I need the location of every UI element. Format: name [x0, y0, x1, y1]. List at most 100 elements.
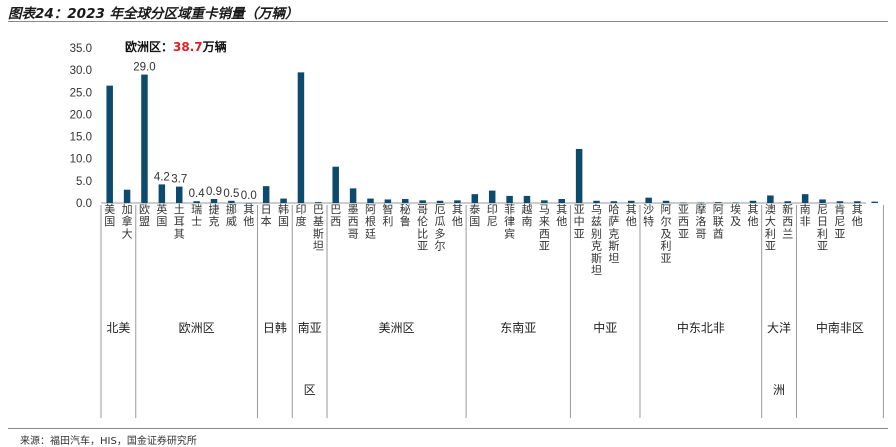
- category-label: 其他: [243, 203, 254, 228]
- data-label: 0.9: [206, 186, 222, 198]
- bar: [854, 201, 861, 203]
- category-label: 越南: [521, 202, 532, 228]
- category-label: 印尼: [487, 203, 498, 228]
- data-label: 0.0: [241, 190, 257, 202]
- bar: [836, 201, 844, 203]
- bar: [628, 200, 635, 203]
- category-label: 其他: [626, 203, 637, 228]
- category-label: 埃及: [730, 202, 741, 228]
- category-label: 墨西哥: [348, 203, 359, 240]
- bar: [175, 186, 183, 203]
- y-tick-label: 30.0: [70, 65, 92, 77]
- bar: [593, 200, 600, 203]
- bar: [349, 188, 357, 203]
- bar: [749, 200, 757, 203]
- bar: [523, 195, 531, 203]
- bar: [610, 201, 618, 203]
- bar-chart: 0.0 5.0 10.0 15.0 20.0 25.0 30.0 35.0 29.0 4.2 3.7…: [70, 39, 884, 418]
- region-label: 中南非区: [816, 320, 864, 335]
- region-label: 南亚区: [298, 320, 322, 397]
- category-label: 南非: [800, 203, 811, 228]
- bar: [819, 199, 826, 203]
- bar: [262, 186, 270, 203]
- category-label: 巴西: [330, 203, 341, 228]
- category-label: 新西兰: [782, 202, 793, 240]
- category-label: 亚西亚: [678, 203, 689, 240]
- bar: [384, 199, 392, 203]
- bar: [801, 194, 809, 203]
- y-tick-label: 0.0: [76, 198, 92, 210]
- data-label: 4.2: [154, 171, 170, 183]
- category-label: 日本: [261, 203, 272, 228]
- category-label: 亚中亚: [574, 203, 585, 240]
- category-label: 乌兹别克斯坦: [591, 202, 602, 277]
- category-label: 厄瓜多尔: [435, 203, 446, 253]
- bar: [784, 201, 792, 203]
- bar: [228, 200, 235, 203]
- data-label: 29.0: [133, 62, 155, 74]
- y-tick-label: 25.0: [70, 87, 92, 99]
- bar: [575, 148, 583, 203]
- category-label: 阿尔及利亚: [661, 203, 672, 265]
- bar: [332, 166, 339, 203]
- bar: [714, 202, 722, 203]
- data-label: 3.7: [171, 174, 187, 186]
- y-tick-label: 35.0: [70, 43, 92, 55]
- bar: [158, 184, 166, 203]
- bar: [436, 200, 444, 203]
- category-label: 其他: [852, 203, 863, 228]
- category-label: 印度: [295, 203, 306, 228]
- y-tick-label: 10.0: [70, 154, 92, 166]
- category-label: 阿联酋: [713, 203, 724, 240]
- category-label: 瑞士: [191, 202, 202, 228]
- category-label: 泰国: [469, 202, 480, 228]
- category-label: 英国: [156, 202, 167, 228]
- bar: [106, 85, 113, 203]
- category-label: 韩国: [278, 202, 289, 228]
- category-label: 加拿大: [122, 203, 133, 240]
- bar: [662, 200, 670, 203]
- bar: [732, 202, 739, 204]
- category-label: 捷克: [209, 202, 220, 228]
- data-label: 0.4: [189, 188, 206, 200]
- title-divider: [8, 21, 888, 22]
- category-label: 哈萨克斯坦: [608, 203, 619, 265]
- source-note: 来源：福田汽车，HIS，国金证券研究所: [20, 436, 197, 447]
- bar: [367, 198, 374, 203]
- bar: [123, 189, 131, 203]
- bar: [210, 199, 218, 203]
- region-label: 美洲区: [379, 321, 415, 335]
- bar: [506, 195, 513, 203]
- category-label: 澳大利亚: [765, 203, 776, 253]
- category-label: 肯尼亚: [834, 203, 845, 240]
- bar: [419, 200, 426, 203]
- category-label: 其他: [556, 203, 567, 228]
- bar: [141, 74, 148, 203]
- category-label: 欧盟: [139, 203, 150, 228]
- bar: [680, 202, 687, 204]
- annotation-value: 38.7: [173, 40, 203, 54]
- category-label: 其他: [452, 203, 463, 228]
- category-label: 智利: [382, 202, 393, 228]
- category-label: 其他: [747, 203, 758, 228]
- bar: [454, 200, 461, 203]
- annotation: 欧洲区：38.7万辆: [125, 39, 227, 54]
- y-tick-label: 5.0: [76, 176, 92, 188]
- category-label: 沙特: [643, 203, 654, 228]
- bar: [193, 201, 200, 203]
- category-label: 马来西亚: [539, 203, 550, 253]
- annotation-label: 欧洲区：: [125, 39, 173, 54]
- category-label: 美国: [104, 203, 115, 228]
- region-label: 中东北非: [677, 320, 725, 335]
- bar: [315, 202, 322, 203]
- category-label: 秘鲁: [400, 202, 411, 228]
- bar: [402, 199, 409, 203]
- category-label: 巴基斯坦: [313, 203, 324, 253]
- region-label: 大洋洲: [767, 320, 791, 397]
- bar: [541, 200, 548, 203]
- region-label: 东南亚: [500, 320, 536, 335]
- bar: [297, 72, 305, 203]
- bar: [471, 194, 479, 203]
- region-label: 日韩: [263, 320, 287, 335]
- annotation-unit: 万辆: [202, 39, 227, 54]
